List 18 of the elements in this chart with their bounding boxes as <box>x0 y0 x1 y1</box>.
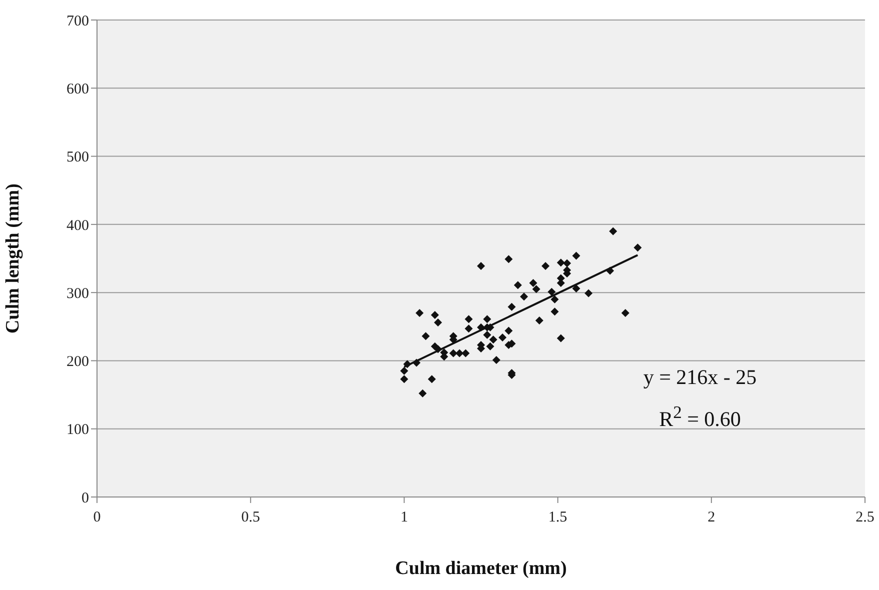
y-tick-label: 700 <box>66 13 89 30</box>
y-tick-label: 300 <box>66 286 89 302</box>
y-tick-label: 100 <box>66 422 89 438</box>
y-axis-title: Culm length (mm) <box>2 184 24 334</box>
x-tick-label: 1.5 <box>548 510 568 526</box>
annotation: y = 216x - 25 <box>642 365 758 390</box>
x-tick-label: 2 <box>708 510 716 526</box>
x-tick-label: 0 <box>93 510 101 526</box>
y-tick-label: 400 <box>66 218 89 234</box>
x-axis-title: Culm diameter (mm) <box>395 558 567 579</box>
annotation: R$^{2}$ = 0.60 <box>658 402 742 432</box>
y-tick-label: 200 <box>66 354 89 370</box>
y-tick-label: 0 <box>82 490 89 506</box>
x-tick-label: 2.5 <box>856 510 874 526</box>
x-tick-label: 1 <box>400 510 408 526</box>
y-tick-label: 500 <box>66 150 89 166</box>
x-tick-label: 0.5 <box>241 510 260 526</box>
y-tick-label: 600 <box>66 81 89 98</box>
